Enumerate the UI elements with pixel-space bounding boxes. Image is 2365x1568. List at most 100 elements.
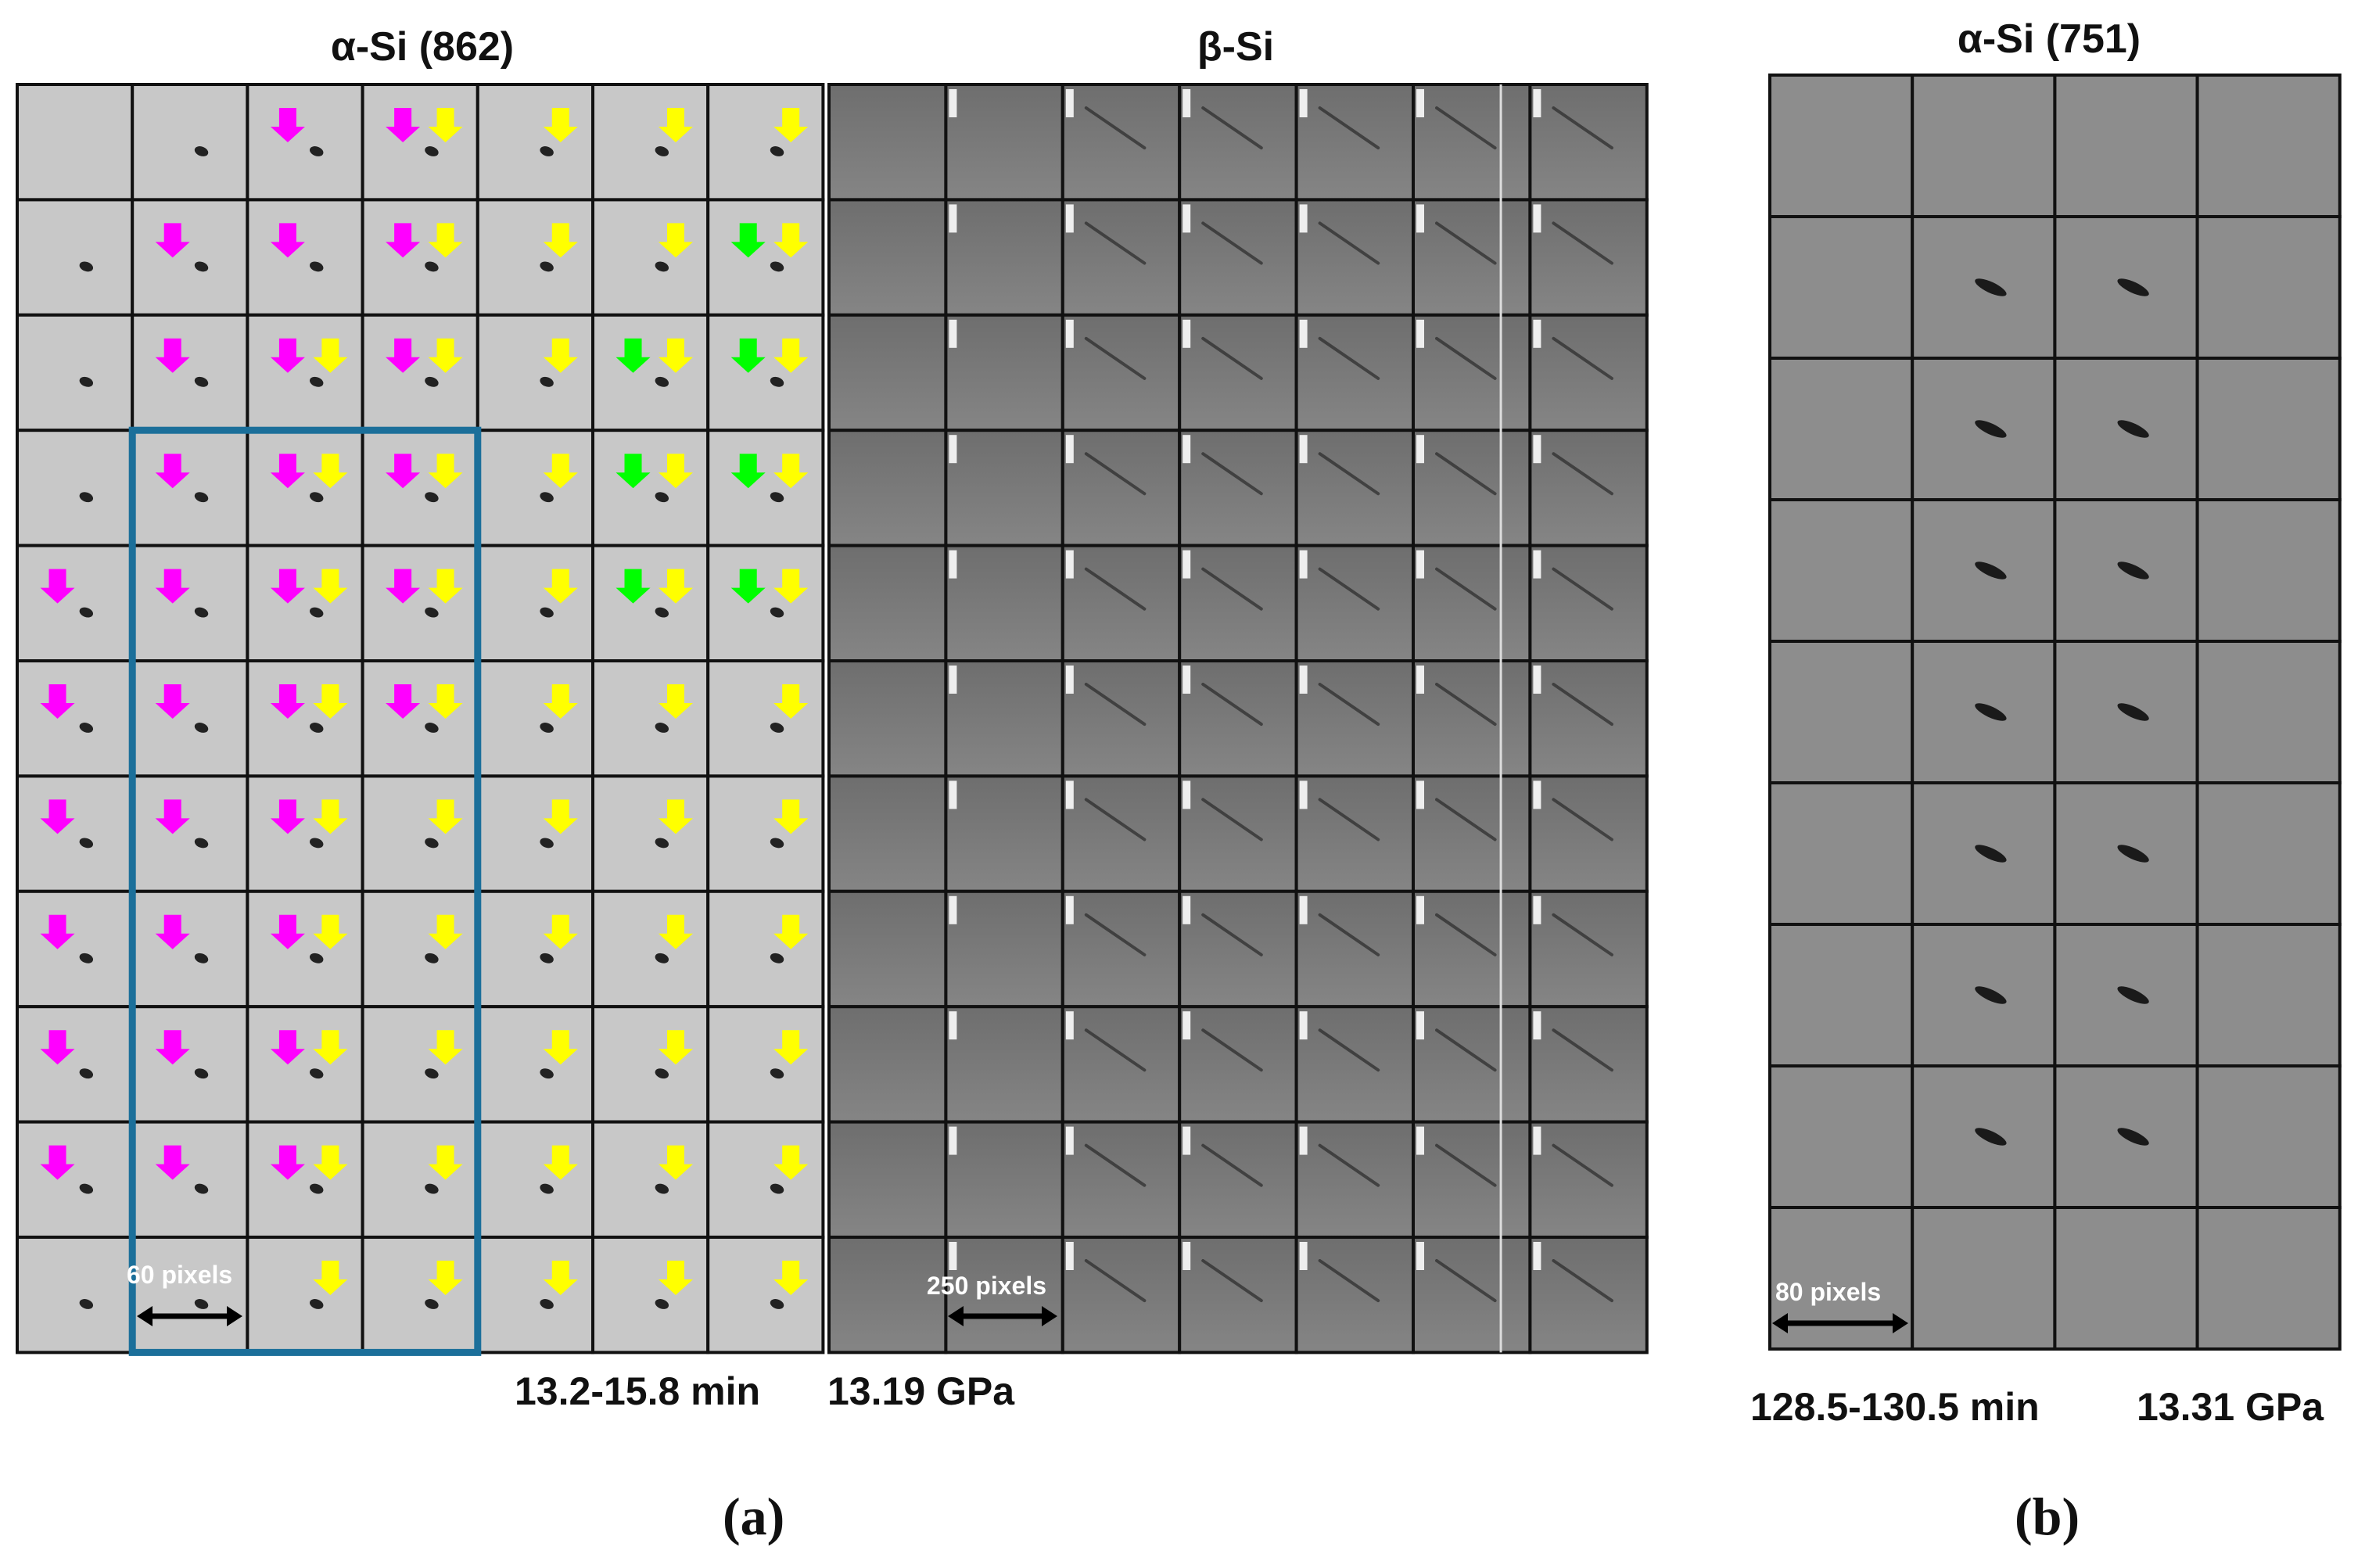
alpha-tile (706, 774, 825, 893)
beam-stop-mark (949, 89, 957, 117)
beta-tile (827, 1236, 948, 1355)
alpha-tile (246, 1120, 364, 1239)
magenta-arrow (155, 569, 190, 604)
diffraction-spot (425, 723, 439, 733)
beam-stop-mark (949, 780, 957, 809)
diffraction-streak (1201, 683, 1263, 727)
yellow-arrow (543, 223, 578, 258)
diffraction-spot (1975, 703, 2007, 721)
beta-tile (1294, 544, 1415, 662)
beta-tile (1294, 198, 1415, 317)
panel-b-title: α-Si (751) (1957, 16, 2141, 62)
alpha-tile (361, 83, 479, 202)
panel-b-tile (2053, 215, 2199, 360)
diffraction-spot (770, 723, 784, 733)
diffraction-streak (1201, 1028, 1263, 1072)
magenta-arrow (155, 684, 190, 719)
alpha-tile (246, 313, 364, 432)
beta-tile (1178, 313, 1298, 432)
panel-a-right-scale-bar-head-right (1042, 1306, 1057, 1326)
panel-a-left-scale-label: 60 pixels (127, 1261, 233, 1289)
beam-stop-mark (1533, 435, 1541, 464)
alpha-tile (476, 544, 594, 662)
beam-stop-mark (1065, 319, 1074, 348)
diffraction-streak (1084, 452, 1147, 496)
beam-stop-mark (1182, 1011, 1191, 1040)
magenta-arrow (155, 1030, 190, 1065)
diffraction-spot (655, 492, 669, 503)
diffraction-spot (425, 261, 439, 272)
alpha-tile (16, 1236, 135, 1355)
diffraction-spot (655, 607, 669, 618)
diffraction-spot (79, 1183, 94, 1194)
beam-stop-mark (1065, 1242, 1074, 1270)
beam-stop-mark (1533, 895, 1541, 924)
diffraction-spot (2117, 420, 2149, 438)
diffraction-streak (1084, 336, 1147, 380)
panel-b-scale-bar-head-left (1772, 1313, 1788, 1333)
diffraction-streak (1552, 683, 1613, 727)
magenta-arrow (270, 454, 305, 489)
beam-stop-mark (1182, 435, 1191, 464)
alpha-tile (16, 544, 135, 662)
beam-stop-mark (1533, 1242, 1541, 1270)
yellow-arrow (428, 338, 463, 373)
diffraction-streak (1201, 1259, 1263, 1303)
alpha-tile (706, 1236, 825, 1355)
diffraction-spot (310, 1183, 324, 1194)
panel-b-scale-label: 80 pixels (1775, 1278, 1882, 1306)
diffraction-streak (1084, 221, 1147, 265)
highlight-box (128, 426, 482, 1356)
yellow-arrow (658, 914, 693, 949)
beta-tile (827, 198, 948, 317)
beta-tile (1412, 83, 1532, 202)
diffraction-streak (1552, 106, 1613, 150)
panel-b-tile (2053, 1206, 2199, 1351)
beam-stop-mark (1416, 1242, 1424, 1270)
diffraction-streak (1318, 336, 1380, 380)
diffraction-spot (79, 492, 94, 503)
beam-stop-mark (1416, 204, 1424, 233)
yellow-arrow (658, 1145, 693, 1180)
yellow-arrow (773, 684, 809, 719)
diffraction-spot (425, 1299, 439, 1309)
yellow-arrow (428, 914, 463, 949)
beam-stop-mark (949, 435, 957, 464)
beta-tile (944, 889, 1064, 1009)
yellow-arrow (543, 684, 578, 719)
magenta-arrow (155, 914, 190, 949)
yellow-arrow (773, 108, 809, 142)
yellow-arrow (658, 454, 693, 489)
beam-stop-mark (1533, 89, 1541, 117)
green-arrow (730, 223, 766, 258)
alpha-tile (476, 1236, 594, 1355)
beam-stop-mark (1416, 550, 1424, 579)
beam-stop-mark (1416, 1011, 1424, 1040)
diffraction-spot (1975, 1128, 2007, 1146)
diffraction-spot (770, 376, 784, 387)
diffraction-spot (310, 1299, 324, 1309)
alpha-tile (476, 198, 594, 317)
alpha-tile (361, 313, 479, 432)
beam-stop-mark (1299, 89, 1308, 117)
yellow-arrow (773, 223, 809, 258)
magenta-arrow (155, 1145, 190, 1180)
yellow-arrow (428, 569, 463, 604)
diffraction-streak (1435, 336, 1497, 380)
beam-stop-mark (1299, 1242, 1308, 1270)
diffraction-streak (1318, 452, 1380, 496)
panel-b-tile (1768, 923, 1915, 1067)
alpha-tile (591, 889, 710, 1009)
yellow-arrow (428, 223, 463, 258)
diffraction-spot (310, 492, 324, 503)
diffraction-spot (194, 953, 209, 963)
yellow-arrow (543, 569, 578, 604)
yellow-arrow (658, 1030, 693, 1065)
magenta-arrow (40, 799, 75, 834)
diffraction-streak (1084, 683, 1147, 727)
diffraction-spot (540, 492, 554, 503)
yellow-arrow (543, 454, 578, 489)
green-arrow (615, 569, 651, 604)
alpha-tile (591, 198, 710, 317)
diffraction-streak (1552, 221, 1613, 265)
